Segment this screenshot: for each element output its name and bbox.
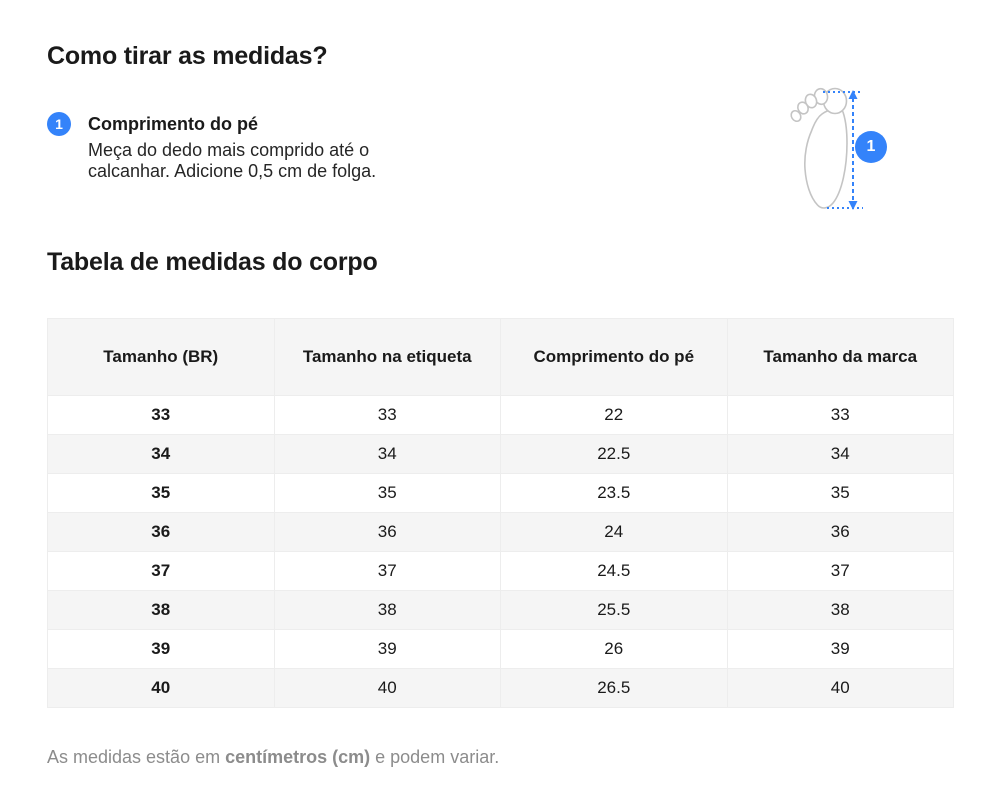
size-value-cell: 40 xyxy=(273,668,501,708)
size-br-cell: 33 xyxy=(47,395,275,435)
size-value-cell: 23.5 xyxy=(500,473,728,513)
instruction-title: Comprimento do pé xyxy=(88,114,258,134)
size-value-cell: 35 xyxy=(273,473,501,513)
size-value-cell: 24 xyxy=(500,512,728,552)
table-row: 33 33 22 33 xyxy=(47,395,954,435)
section-title: Tabela de medidas do corpo xyxy=(47,248,378,276)
size-br-cell: 40 xyxy=(47,668,275,708)
size-value-cell: 34 xyxy=(273,434,501,474)
column-header: Comprimento do pé xyxy=(500,318,728,396)
column-header: Tamanho (BR) xyxy=(47,318,275,396)
size-value-cell: 38 xyxy=(726,590,954,630)
size-value-cell: 35 xyxy=(726,473,954,513)
size-value-cell: 36 xyxy=(273,512,501,552)
table-row: 37 37 24.5 37 xyxy=(47,551,954,591)
size-value-cell: 37 xyxy=(726,551,954,591)
foot-sole-shape xyxy=(804,108,848,209)
column-header: Tamanho da marca xyxy=(726,318,954,396)
size-value-cell: 22 xyxy=(500,395,728,435)
size-value-cell: 26 xyxy=(500,629,728,669)
table-body: 33 33 22 33 34 34 22.5 34 35 35 23.5 35 36 36 24 36 37 37… xyxy=(47,395,954,708)
size-br-cell: 36 xyxy=(47,512,275,552)
size-value-cell: 37 xyxy=(273,551,501,591)
size-value-cell: 25.5 xyxy=(500,590,728,630)
footnote-prefix: As medidas estão em xyxy=(47,747,226,767)
size-value-cell: 36 xyxy=(726,512,954,552)
size-value-cell: 39 xyxy=(273,629,501,669)
size-value-cell: 38 xyxy=(273,590,501,630)
table-row: 39 39 26 39 xyxy=(47,629,954,669)
footnote: As medidas estão em centímetros (cm) e p… xyxy=(47,746,954,768)
size-value-cell: 26.5 xyxy=(500,668,728,708)
size-value-cell: 40 xyxy=(726,668,954,708)
measurement-instruction: 1 Comprimento do pé Meça do dedo mais co… xyxy=(47,112,477,182)
size-table: Tamanho (BR) Tamanho na etiqueta Comprimen… xyxy=(47,318,954,708)
size-value-cell: 22.5 xyxy=(500,434,728,474)
size-br-cell: 37 xyxy=(47,551,275,591)
size-value-cell: 24.5 xyxy=(500,551,728,591)
column-header: Tamanho na etiqueta xyxy=(273,318,501,396)
diagram-step-badge: 1 xyxy=(855,131,887,163)
table-header-row: Tamanho (BR) Tamanho na etiqueta Comprimen… xyxy=(47,318,954,396)
size-value-cell: 33 xyxy=(273,395,501,435)
table-row: 36 36 24 36 xyxy=(47,512,954,552)
table-row: 34 34 22.5 34 xyxy=(47,434,954,474)
foot-measurement-diagram: 1 xyxy=(789,87,897,215)
page-title: Como tirar as medidas? xyxy=(47,42,328,70)
size-value-cell: 33 xyxy=(726,395,954,435)
size-br-cell: 35 xyxy=(47,473,275,513)
footnote-units: centímetros (cm) xyxy=(225,747,371,767)
size-br-cell: 38 xyxy=(47,590,275,630)
table-row: 35 35 23.5 35 xyxy=(47,473,954,513)
size-value-cell: 39 xyxy=(726,629,954,669)
size-br-cell: 39 xyxy=(47,629,275,669)
table-row: 38 38 25.5 38 xyxy=(47,590,954,630)
size-value-cell: 34 xyxy=(726,434,954,474)
footnote-suffix: e podem variar. xyxy=(370,747,500,767)
size-br-cell: 34 xyxy=(47,434,275,474)
table-head: Tamanho (BR) Tamanho na etiqueta Comprimen… xyxy=(47,318,954,396)
foot-outline-icon xyxy=(790,87,863,210)
step-number-badge: 1 xyxy=(47,112,71,136)
table-row: 40 40 26.5 40 xyxy=(47,668,954,708)
instruction-text: Comprimento do pé Meça do dedo mais comp… xyxy=(88,112,440,182)
instruction-description: Meça do dedo mais comprido até o calcanh… xyxy=(88,140,377,181)
measure-arrow-icon xyxy=(823,91,863,209)
